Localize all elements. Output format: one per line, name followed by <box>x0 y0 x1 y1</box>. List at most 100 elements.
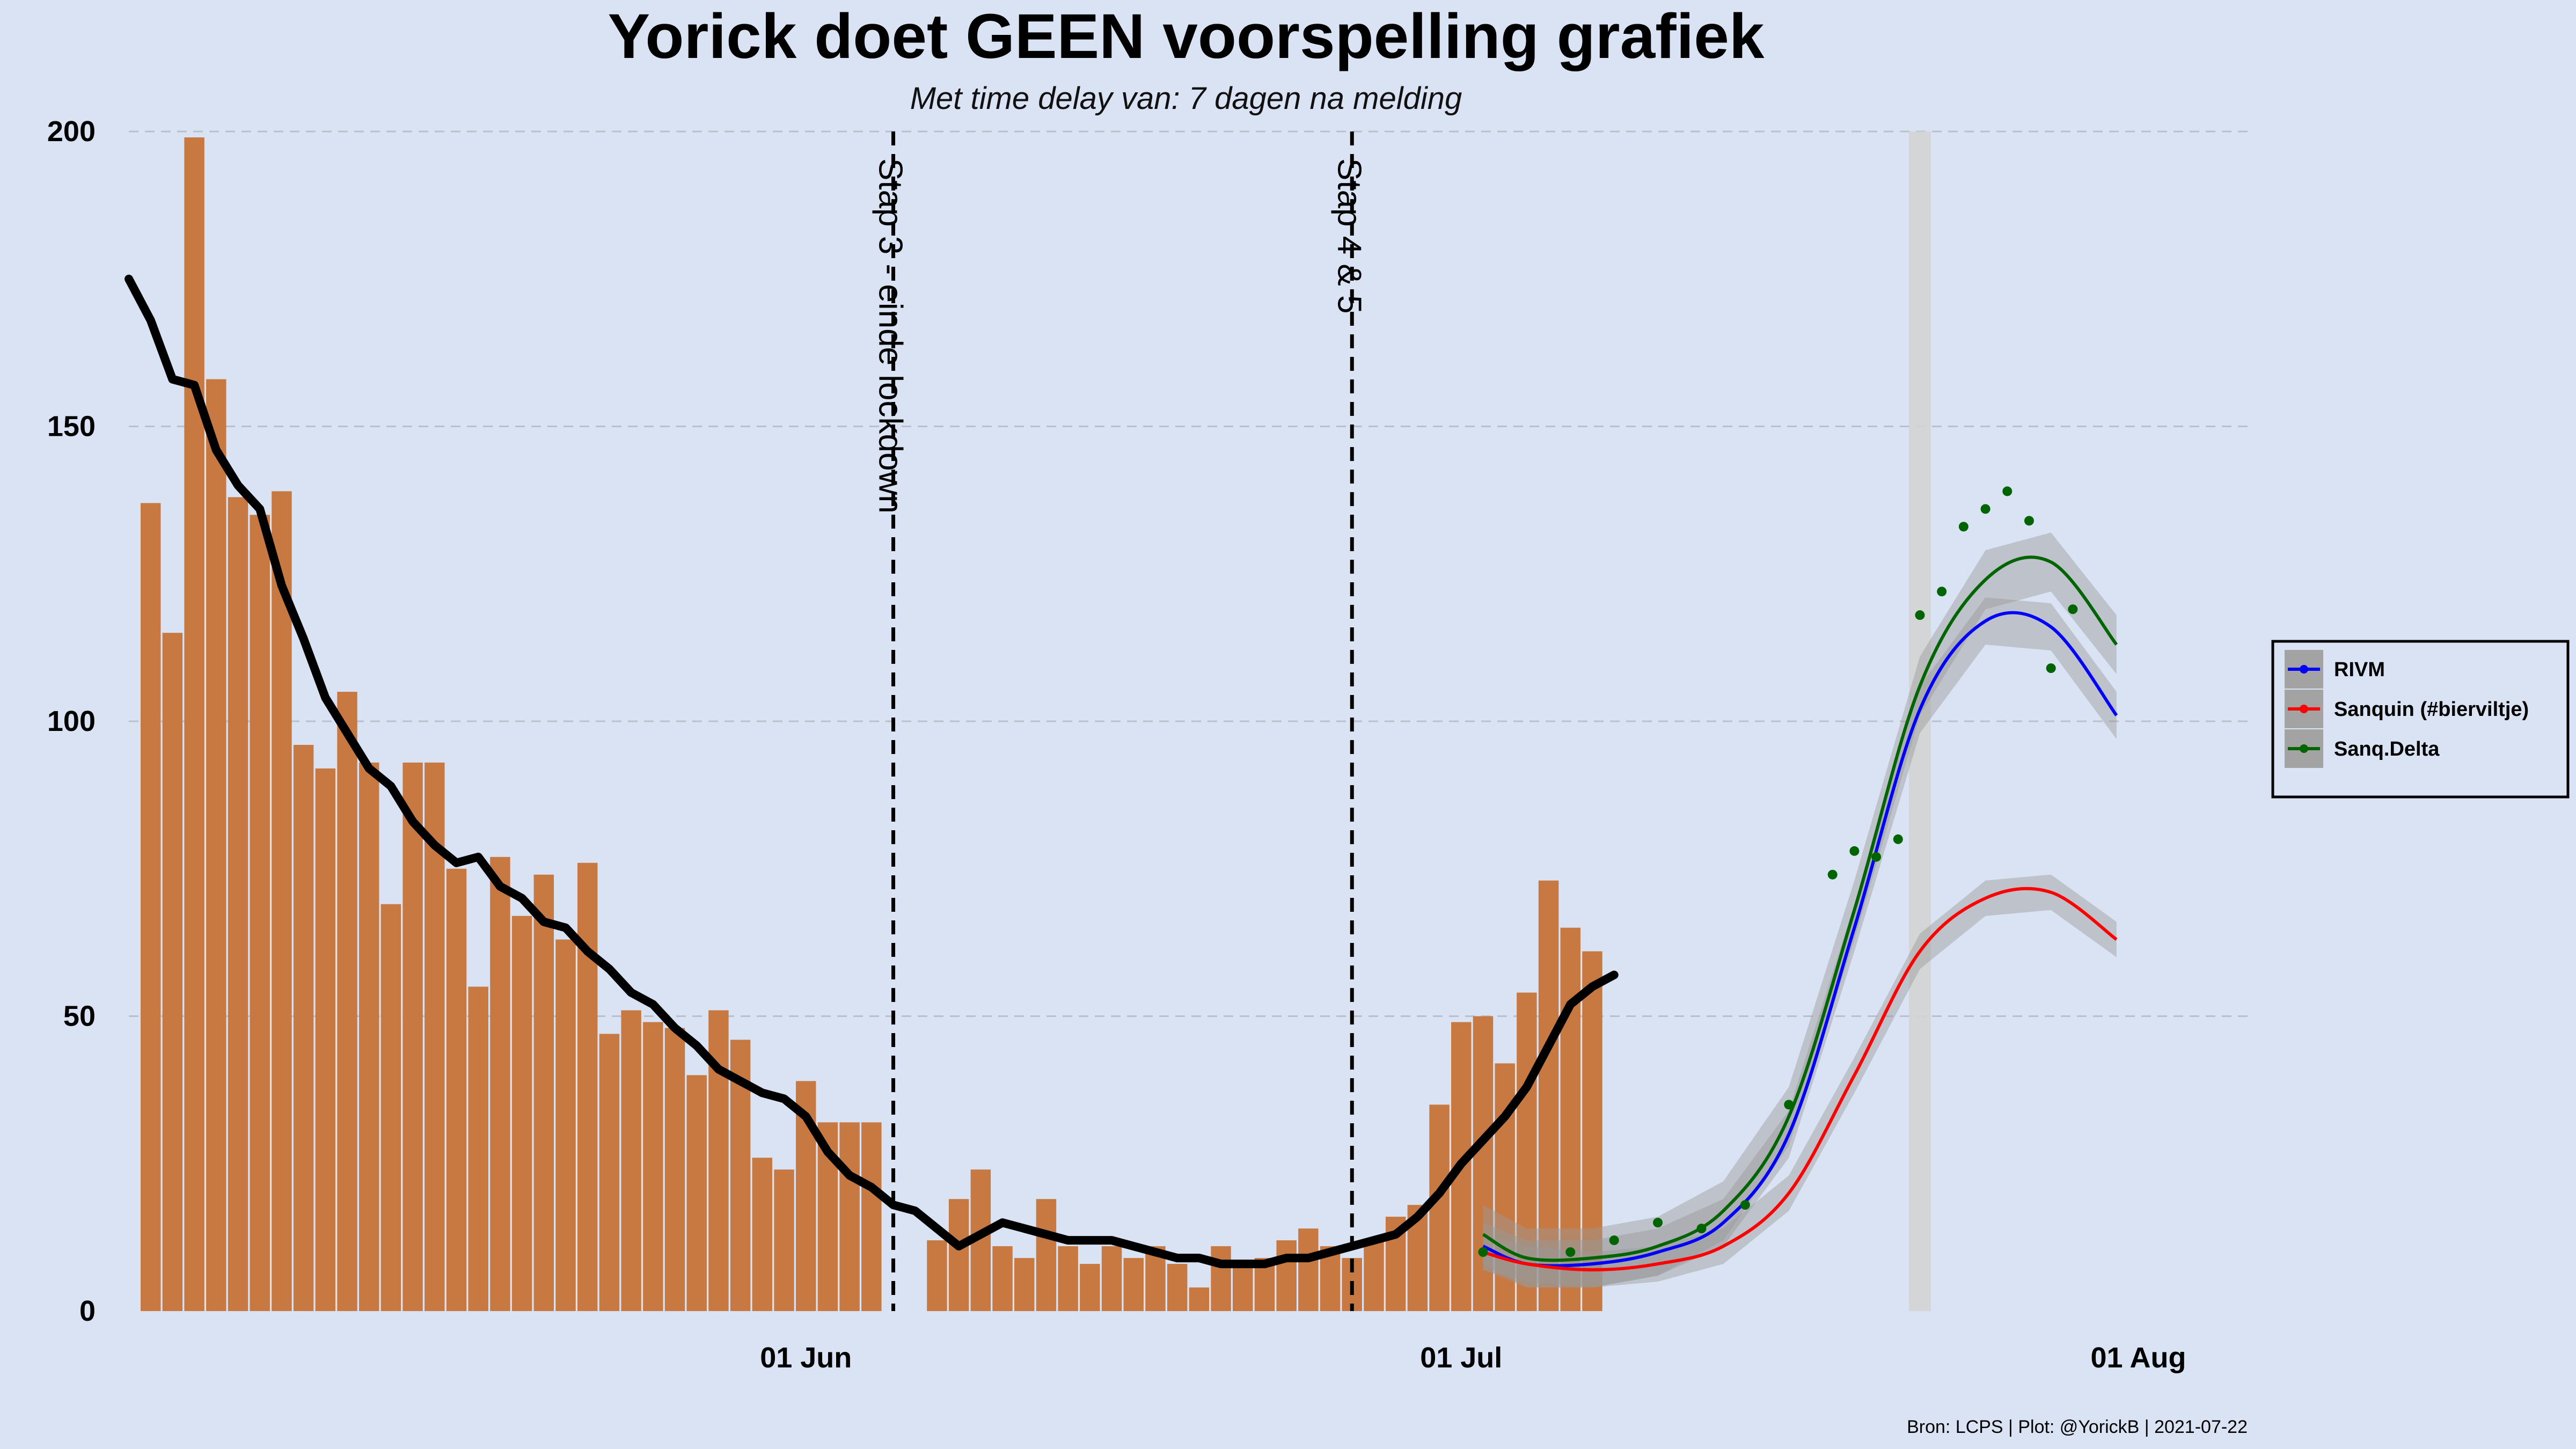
bar <box>643 1022 663 1311</box>
bar <box>1233 1264 1253 1311</box>
bar <box>293 744 314 1311</box>
chart-caption: Bron: LCPS | Plot: @YorickB | 2021-07-22 <box>1907 1417 2248 1437</box>
bar <box>1058 1246 1078 1311</box>
y-tick-label: 100 <box>47 705 96 737</box>
bar <box>1298 1228 1319 1311</box>
bar <box>1167 1264 1188 1311</box>
bar <box>1364 1240 1384 1311</box>
data-point <box>1740 1200 1750 1210</box>
bar <box>380 904 401 1311</box>
bar <box>1036 1199 1057 1311</box>
x-tick-label: 01 Jun <box>760 1342 852 1374</box>
data-point <box>1958 522 1968 532</box>
moving-average <box>125 274 1619 1269</box>
trend-lines <box>1482 555 2118 1272</box>
data-point <box>2024 516 2034 526</box>
data-point <box>2046 663 2056 674</box>
bar <box>1473 1016 1494 1311</box>
bar <box>1189 1287 1210 1311</box>
x-tick-label: 01 Jul <box>1420 1342 1502 1374</box>
axis-labels: 0 50 100 150 200 01 Jun 01 Jul 01 Aug <box>47 115 2186 1374</box>
bar <box>468 986 488 1311</box>
event-label: Stap 3 - einde lockdown <box>872 158 909 514</box>
event-lines: Stap 3 - einde lockdown Stap 4 & 5 <box>872 131 1367 1311</box>
data-point <box>1827 869 1838 880</box>
bar <box>774 1169 794 1311</box>
data-point <box>1653 1218 1663 1228</box>
legend-label: Sanquin (#bierviltje) <box>2334 698 2529 721</box>
bar <box>1560 927 1580 1311</box>
data-point <box>1915 610 1925 620</box>
x-tick-label: 01 Aug <box>2090 1342 2186 1374</box>
legend-dot <box>2300 705 2308 713</box>
bar <box>206 379 226 1311</box>
bar <box>555 939 576 1311</box>
bar <box>861 1122 882 1311</box>
bar <box>490 857 510 1311</box>
legend-dot <box>2300 665 2308 674</box>
bar <box>599 1034 620 1311</box>
bar <box>272 491 292 1311</box>
bar <box>621 1010 641 1311</box>
y-tick-label: 0 <box>79 1295 96 1327</box>
data-point <box>1565 1247 1576 1257</box>
bar <box>446 868 467 1311</box>
event-label: Stap 4 & 5 <box>1330 158 1367 314</box>
data-point <box>1784 1100 1794 1110</box>
bar <box>358 762 379 1311</box>
moving-average-line <box>125 274 1619 1269</box>
bar <box>686 1075 707 1311</box>
bar <box>752 1158 773 1311</box>
bar <box>839 1122 860 1311</box>
y-tick-label: 50 <box>63 1000 96 1033</box>
data-point <box>1478 1247 1488 1257</box>
series-line <box>1482 887 2118 1272</box>
bar <box>948 1199 969 1311</box>
bar <box>184 137 204 1312</box>
y-tick-label: 200 <box>47 115 96 148</box>
shaded-date <box>1909 131 1931 1311</box>
bar <box>577 862 598 1311</box>
data-point <box>1893 834 1903 844</box>
bar <box>250 515 270 1311</box>
sanq-delta-points <box>1478 486 2078 1257</box>
bar <box>664 1028 685 1311</box>
legend-dot <box>2300 744 2308 753</box>
bar <box>228 497 248 1311</box>
data-point <box>1937 587 1947 597</box>
shaded-date-band <box>1909 131 1931 1311</box>
data-point <box>1980 504 1990 514</box>
bar <box>1582 951 1602 1311</box>
y-tick-label: 150 <box>47 411 96 443</box>
chart-subtitle: Met time delay van: 7 dagen na melding <box>910 81 1462 116</box>
data-point <box>1609 1235 1619 1246</box>
bar <box>992 1246 1013 1311</box>
legend-label: Sanq.Delta <box>2334 738 2440 760</box>
bar <box>402 762 423 1311</box>
data-point <box>2002 486 2012 496</box>
bar <box>511 916 532 1311</box>
bar <box>927 1240 947 1311</box>
bar <box>1101 1246 1122 1311</box>
data-point <box>1871 852 1882 862</box>
bar <box>162 633 183 1311</box>
legend: RIVM Sanquin (#bierviltje) Sanq.Delta <box>2271 640 2570 799</box>
series-line <box>1482 555 2118 1262</box>
bar <box>1123 1258 1144 1311</box>
bar <box>1538 880 1559 1311</box>
legend-label: RIVM <box>2334 658 2385 681</box>
bar <box>1014 1258 1035 1311</box>
bar <box>1080 1264 1100 1311</box>
data-point <box>1696 1224 1707 1234</box>
series-line <box>1482 611 2118 1268</box>
bar <box>1429 1104 1450 1311</box>
data-point <box>2068 604 2078 614</box>
bar <box>1276 1240 1297 1311</box>
bar <box>140 503 161 1311</box>
bar <box>1211 1246 1231 1311</box>
data-point <box>1849 846 1860 856</box>
bar <box>337 692 357 1311</box>
chart-title: Yorick doet GEEN voorspelling grafiek <box>608 1 1764 72</box>
bar <box>315 768 336 1311</box>
